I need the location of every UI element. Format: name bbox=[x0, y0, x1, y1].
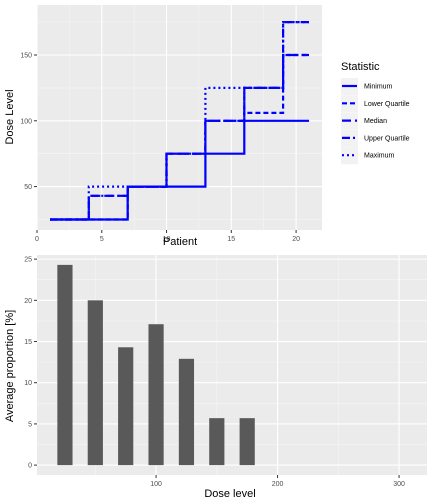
series-line-minimum bbox=[50, 119, 309, 221]
bar bbox=[178, 358, 195, 466]
line-panel-background bbox=[37, 5, 322, 230]
y-tick-label: 10 bbox=[24, 380, 32, 387]
x-tick-label: 200 bbox=[272, 481, 284, 488]
line-y-ticks: 50 100 150 bbox=[20, 53, 37, 191]
bar bbox=[57, 264, 73, 466]
bar-y-axis-label: Average proportion [%] bbox=[4, 310, 16, 422]
bar bbox=[87, 300, 103, 466]
x-tick-label: 15 bbox=[227, 236, 235, 243]
legend-key-background bbox=[341, 147, 358, 165]
series-line-upper-quartile bbox=[50, 21, 309, 221]
legend-key-background bbox=[341, 95, 358, 113]
y-tick-label: 100 bbox=[20, 118, 32, 125]
y-tick-label: 0 bbox=[28, 463, 32, 470]
x-tick-label: 0 bbox=[35, 236, 39, 243]
legend-label: Maximum bbox=[364, 153, 395, 160]
y-tick-label: 25 bbox=[24, 257, 32, 264]
bar-x-ticks: 100 200 300 bbox=[150, 475, 405, 488]
legend-label: Lower Quartile bbox=[364, 101, 410, 108]
legend-label: Upper Quartile bbox=[364, 135, 410, 142]
bar-series-group bbox=[57, 264, 255, 466]
legend-items: Minimum Lower Quartile Median Upper Quartil… bbox=[341, 78, 410, 165]
y-tick-label: 5 bbox=[28, 421, 32, 428]
bar-y-ticks: 0 5 10 15 20 25 bbox=[24, 257, 37, 470]
bar-x-axis-label: Dose level bbox=[204, 488, 255, 500]
x-tick-label: 100 bbox=[150, 481, 162, 488]
x-tick-label: 20 bbox=[292, 236, 300, 243]
y-tick-label: 50 bbox=[24, 184, 32, 191]
y-tick-label: 150 bbox=[20, 53, 32, 60]
line-series-group bbox=[50, 21, 309, 221]
bar bbox=[118, 347, 134, 466]
legend-label: Minimum bbox=[364, 84, 393, 91]
bar bbox=[239, 418, 255, 466]
bar bbox=[209, 418, 225, 466]
y-tick-label: 15 bbox=[24, 339, 32, 346]
line-y-axis-label: Dose Level bbox=[4, 89, 16, 144]
legend-label: Median bbox=[364, 118, 387, 125]
line-x-axis-label: Patient bbox=[163, 236, 197, 248]
series-line-maximum bbox=[50, 21, 309, 221]
x-tick-label: 300 bbox=[393, 481, 405, 488]
x-tick-label: 5 bbox=[100, 236, 104, 243]
y-tick-label: 20 bbox=[24, 298, 32, 305]
line-x-ticks: 0 5 10 15 20 bbox=[35, 230, 300, 243]
x-tick-label: 10 bbox=[163, 236, 171, 243]
legend-title: Statistic bbox=[341, 61, 380, 73]
legend: Statistic Minimum Lower Quartile Median Upp… bbox=[341, 61, 410, 165]
bar bbox=[148, 324, 164, 466]
